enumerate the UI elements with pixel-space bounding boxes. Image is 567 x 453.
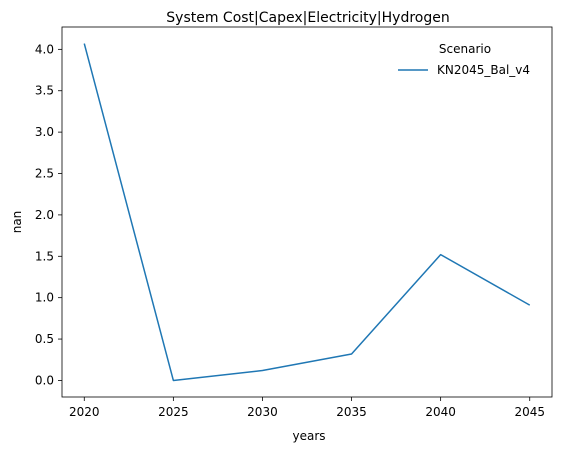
x-tick-label: 2040 [425,405,456,419]
y-tick-label: 2.5 [35,167,54,181]
y-axis: 0.0 0.5 1.0 1.5 2.0 2.5 3.0 3.5 4.0 [35,42,62,387]
x-axis: 2020 2025 2030 2035 2040 2045 [69,397,545,419]
x-tick-label: 2035 [336,405,367,419]
y-tick-label: 2.0 [35,208,54,222]
y-axis-label: nan [10,211,24,234]
plot-area [61,26,553,398]
y-tick-label: 1.5 [35,249,54,263]
legend-title: Scenario [439,42,491,56]
y-tick-label: 0.5 [35,332,54,346]
x-tick-label: 2020 [69,405,100,419]
x-tick-label: 2025 [158,405,189,419]
y-tick-label: 0.0 [35,373,54,387]
legend-series-label: KN2045_Bal_v4 [437,63,530,77]
x-tick-label: 2045 [514,405,545,419]
series-line-0 [83,43,531,382]
y-tick-label: 4.0 [35,42,54,56]
chart-title: System Cost|Capex|Electricity|Hydrogen [166,10,449,26]
x-axis-label: years [292,429,325,443]
plot-frame [61,26,553,398]
y-tick-label: 3.5 [35,84,54,98]
y-tick-label: 1.0 [35,291,54,305]
y-tick-label: 3.0 [35,125,54,139]
x-tick-label: 2030 [247,405,278,419]
legend: Scenario KN2045_Bal_v4 [398,42,530,77]
series-layer [83,43,531,382]
